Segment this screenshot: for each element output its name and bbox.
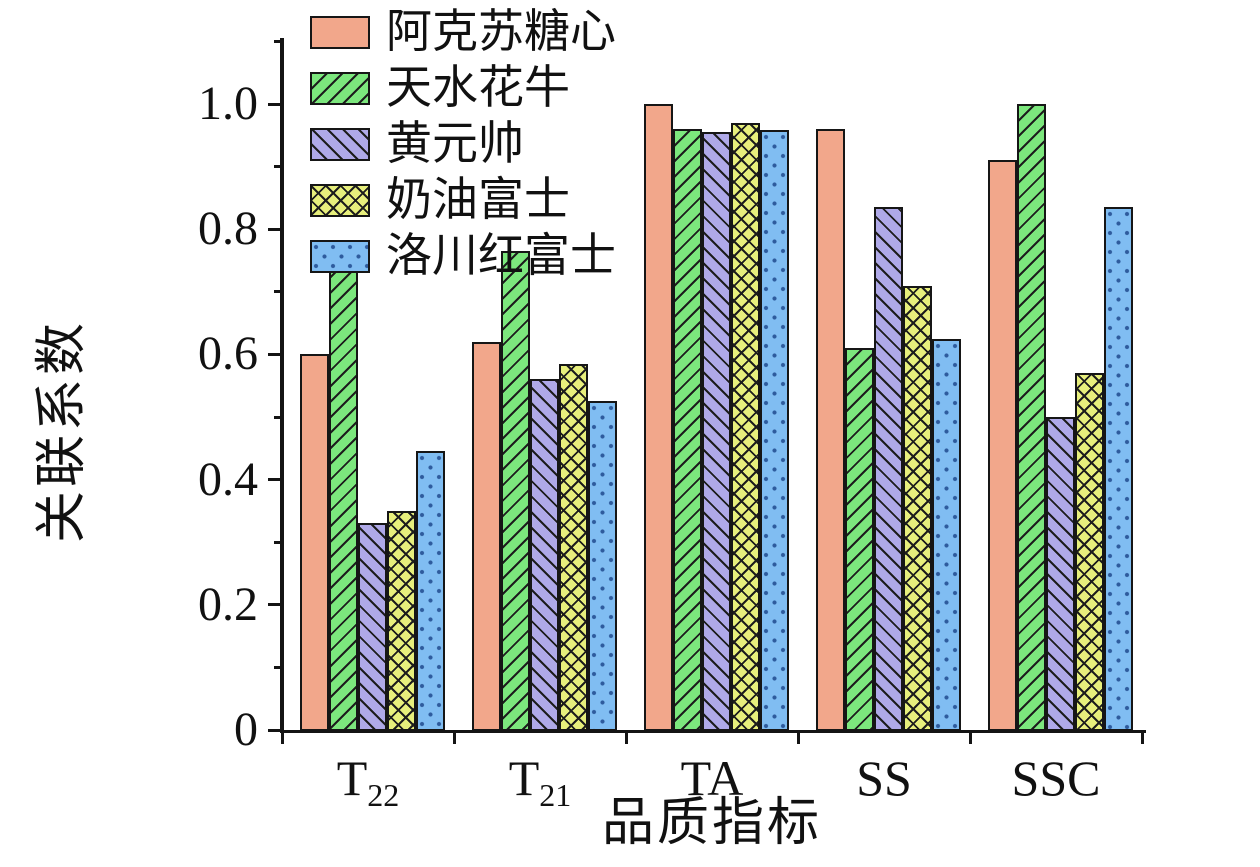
bar-SS-series-5 bbox=[932, 338, 961, 731]
legend-item-1: 阿克苏糖心 bbox=[310, 4, 616, 60]
legend-item-3: 黄元帅 bbox=[310, 116, 616, 172]
legend-item-5: 洛川红富士 bbox=[310, 228, 616, 284]
y-major-tick bbox=[268, 102, 282, 106]
y-minor-tick bbox=[274, 665, 282, 669]
y-major-tick bbox=[268, 478, 282, 482]
bar-T21-series-3 bbox=[530, 379, 559, 731]
bar-SS-series-3 bbox=[874, 207, 903, 731]
y-minor-tick bbox=[274, 165, 282, 169]
y-tick-label: 0.6 bbox=[198, 327, 258, 381]
x-category-label: SS bbox=[794, 752, 974, 804]
x-axis-title: 品质指标 bbox=[601, 795, 822, 852]
x-category-base: T bbox=[508, 750, 540, 806]
legend-swatch-none-icon bbox=[310, 15, 370, 49]
legend-label: 黄元帅 bbox=[386, 118, 524, 169]
x-tick bbox=[796, 732, 800, 744]
x-category-base: TA bbox=[680, 750, 744, 806]
x-category-subscript: 21 bbox=[539, 777, 572, 813]
bar-T21-series-5 bbox=[588, 401, 617, 731]
x-category-base: T bbox=[336, 750, 368, 806]
legend-item-4: 奶油富士 bbox=[310, 172, 616, 228]
legend-swatch-back-diagonal-icon bbox=[310, 127, 370, 161]
x-category-base: SSC bbox=[1011, 750, 1101, 806]
bar-T22-series-3 bbox=[358, 523, 387, 731]
legend-label: 阿克苏糖心 bbox=[386, 6, 616, 57]
y-tick-label: 0.2 bbox=[198, 577, 258, 631]
bar-T22-series-5 bbox=[416, 451, 445, 731]
x-tick bbox=[968, 732, 972, 744]
y-axis-line bbox=[280, 38, 284, 733]
bar-SS-series-1 bbox=[816, 129, 845, 731]
y-tick-label: 0 bbox=[234, 703, 258, 756]
legend-swatch-crosshatch-icon bbox=[310, 183, 370, 217]
legend-label: 奶油富士 bbox=[386, 174, 570, 225]
legend-label: 天水花牛 bbox=[386, 62, 570, 113]
y-major-tick bbox=[268, 352, 282, 356]
x-category-label: TA bbox=[622, 752, 802, 804]
bar-TA-series-2 bbox=[673, 129, 702, 731]
x-tick bbox=[1140, 732, 1144, 744]
legend-label: 洛川红富士 bbox=[386, 230, 616, 281]
x-category-subscript: 22 bbox=[367, 777, 400, 813]
bar-SSC-series-3 bbox=[1046, 417, 1075, 731]
bar-SSC-series-5 bbox=[1104, 207, 1133, 731]
bar-SSC-series-4 bbox=[1075, 373, 1104, 731]
y-tick-label: 1.0 bbox=[198, 77, 258, 130]
x-category-base: SS bbox=[856, 750, 912, 806]
x-tick bbox=[280, 732, 284, 744]
y-major-tick bbox=[268, 728, 282, 732]
bar-TA-series-1 bbox=[644, 104, 673, 731]
bar-T21-series-2 bbox=[501, 251, 530, 731]
y-axis-title: 关联系数 bbox=[34, 319, 91, 544]
y-minor-tick bbox=[274, 540, 282, 544]
bar-T21-series-4 bbox=[559, 363, 588, 731]
bar-TA-series-3 bbox=[702, 132, 731, 731]
bar-T22-series-4 bbox=[387, 510, 416, 731]
legend-swatch-dots-icon bbox=[310, 239, 370, 273]
x-tick bbox=[452, 732, 456, 744]
y-minor-tick bbox=[274, 415, 282, 419]
bar-T22-series-2 bbox=[329, 244, 358, 731]
legend-item-2: 天水花牛 bbox=[310, 60, 616, 116]
x-category-label: T21 bbox=[450, 752, 630, 821]
legend-swatch-forward-diagonal-icon bbox=[310, 71, 370, 105]
x-axis-line bbox=[280, 729, 1146, 733]
y-tick-label: 0.4 bbox=[198, 452, 258, 506]
bar-TA-series-4 bbox=[731, 122, 760, 731]
bar-SSC-series-1 bbox=[988, 160, 1017, 731]
y-minor-tick bbox=[274, 290, 282, 294]
y-minor-tick bbox=[274, 39, 282, 43]
bar-SSC-series-2 bbox=[1017, 104, 1046, 731]
bar-T21-series-1 bbox=[472, 341, 501, 731]
y-major-tick bbox=[268, 603, 282, 607]
bar-T22-series-1 bbox=[300, 354, 329, 731]
x-category-label: T22 bbox=[278, 752, 458, 821]
y-major-tick bbox=[268, 227, 282, 231]
x-category-label: SSC bbox=[966, 752, 1146, 804]
bar-SS-series-4 bbox=[903, 285, 932, 731]
legend: 阿克苏糖心 天水花牛 黄元帅 奶油富士 洛川红富士 bbox=[310, 4, 616, 284]
x-tick bbox=[624, 732, 628, 744]
bar-TA-series-5 bbox=[760, 130, 789, 731]
bar-SS-series-2 bbox=[845, 348, 874, 731]
y-tick-label: 0.8 bbox=[198, 202, 258, 256]
